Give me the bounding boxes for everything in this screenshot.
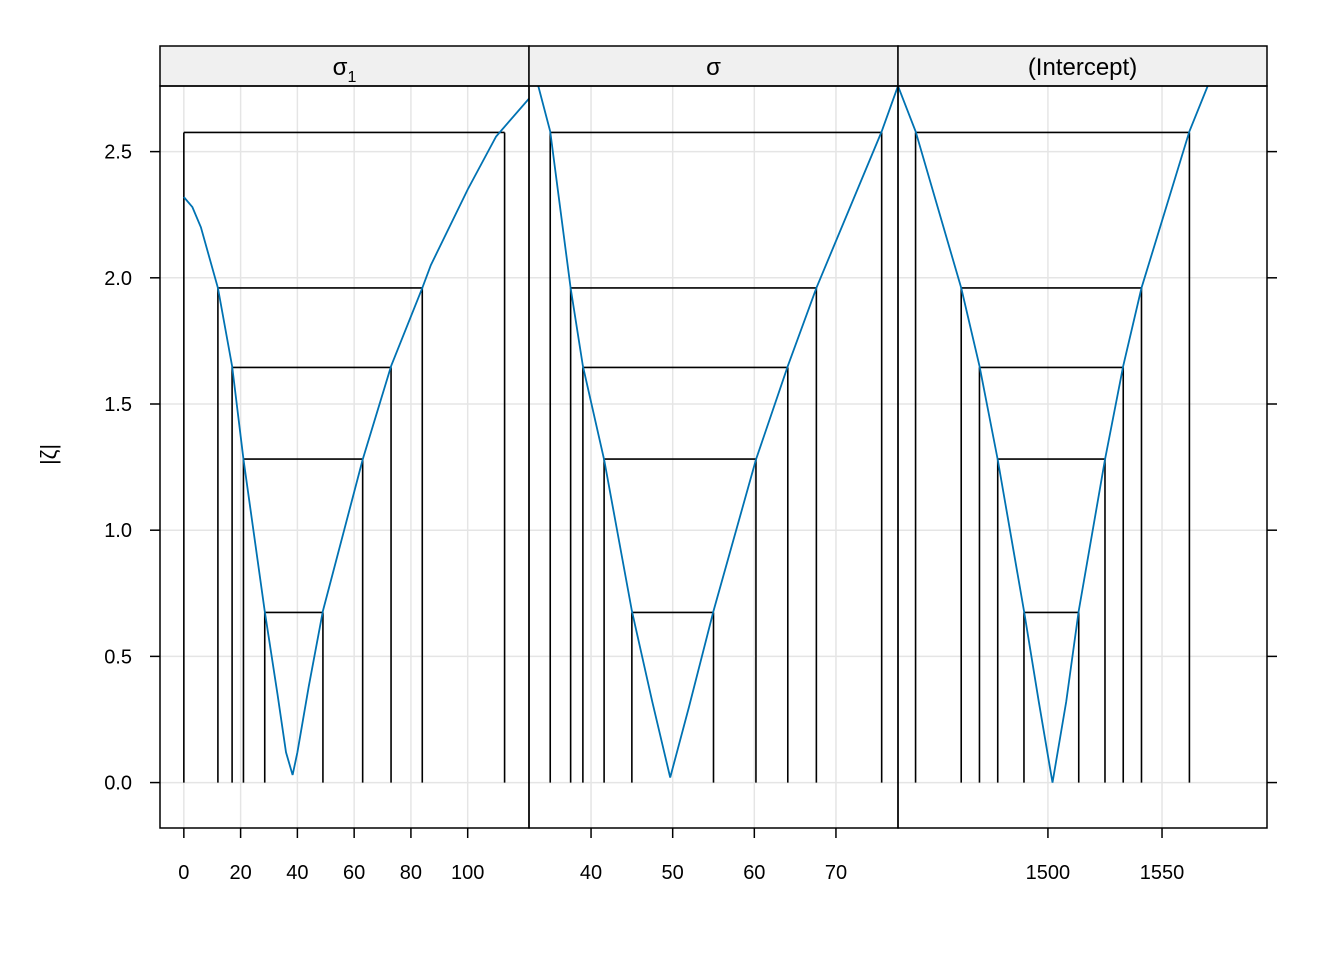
frame-layer (150, 45, 1277, 838)
strip-label: (Intercept) (1028, 54, 1137, 81)
curve-layer (183, 86, 1209, 783)
x-tick-label: 50 (662, 862, 684, 884)
profile-curve (898, 86, 1209, 783)
x-tick-label: 40 (580, 862, 602, 884)
strip-background (159, 45, 530, 87)
panel-border (159, 85, 530, 829)
x-tick-label: 0 (178, 862, 189, 884)
y-tick-label: 0.0 (104, 773, 132, 795)
strip-label-subscript: 1 (347, 69, 356, 86)
x-tick-label: 100 (451, 862, 484, 884)
x-tick-label: 80 (400, 862, 422, 884)
interval-layer (183, 131, 1191, 783)
panel-border (897, 85, 1268, 829)
y-tick-label: 1.5 (104, 394, 132, 416)
y-tick-label: 1.0 (104, 520, 132, 542)
strip-label-main: σ (706, 54, 721, 81)
strip-label: σ1 (333, 54, 357, 86)
x-tick-label: 1500 (1026, 862, 1071, 884)
x-tick-label: 60 (343, 862, 365, 884)
x-tick-label: 40 (286, 862, 308, 884)
profile-curve (537, 86, 898, 778)
y-axis-title: |ζ| (36, 444, 61, 465)
y-tick-label: 0.5 (104, 646, 132, 668)
strip-label: σ (706, 54, 721, 81)
strip-label-main: σ (333, 54, 348, 81)
x-tick-label: 70 (825, 862, 847, 884)
x-tick-label: 20 (229, 862, 251, 884)
strip-background (897, 45, 1268, 87)
y-tick-label: 2.5 (104, 142, 132, 164)
x-tick-label: 60 (743, 862, 765, 884)
profile-curve (183, 98, 529, 776)
strip-label-main: (Intercept) (1028, 54, 1137, 81)
y-tick-label: 2.0 (104, 268, 132, 290)
x-tick-label: 1550 (1140, 862, 1185, 884)
